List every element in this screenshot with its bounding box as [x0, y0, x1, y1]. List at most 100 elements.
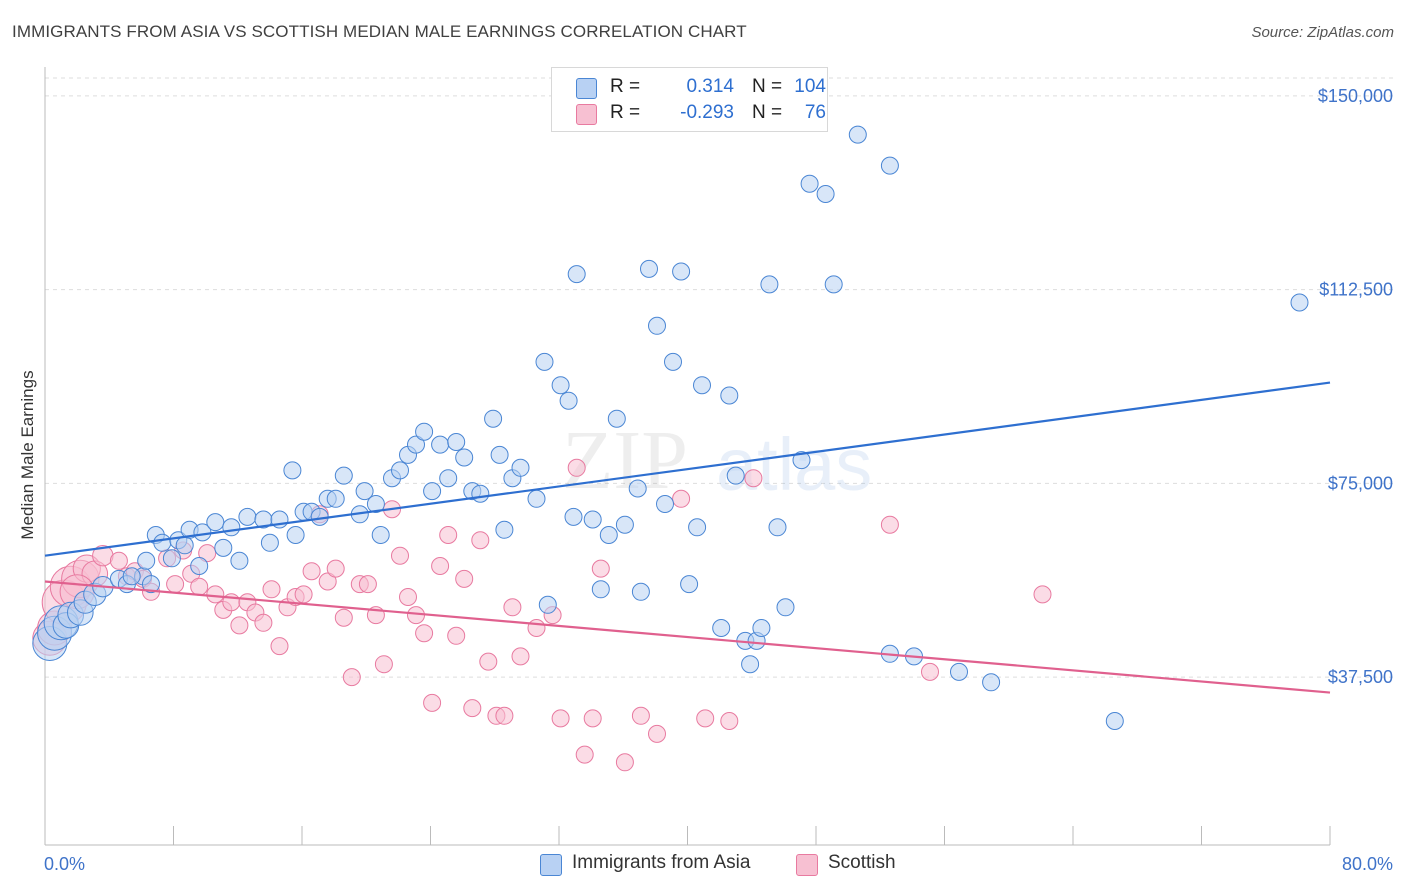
asia-point — [559, 391, 578, 410]
scottish-point — [358, 575, 377, 594]
y-tick-label: $75,000 — [1328, 473, 1393, 493]
asia-point — [741, 655, 760, 674]
asia-point — [407, 435, 425, 454]
asia-point — [848, 125, 867, 144]
asia-point — [495, 520, 514, 539]
scottish-point — [720, 712, 739, 730]
chart-source: Source: ZipAtlas.com — [1251, 24, 1394, 41]
asia-point — [720, 386, 739, 405]
scottish-point — [270, 637, 289, 656]
legend-r-label: R = — [610, 76, 641, 97]
asia-point — [286, 526, 305, 544]
asia-point — [564, 507, 583, 526]
asia-point — [471, 484, 490, 503]
scottish-point — [551, 709, 570, 728]
legend-r-label: R = — [610, 102, 641, 123]
asia-point — [431, 435, 450, 454]
asia-point — [137, 551, 156, 570]
scottish-point — [921, 662, 939, 681]
scottish-point — [391, 546, 409, 565]
scottish-point — [567, 458, 586, 477]
scottish-point — [527, 619, 546, 637]
asia-point — [760, 275, 779, 294]
scottish-point — [374, 655, 393, 674]
legend-swatch-asia — [576, 78, 597, 99]
legend-label-scottish: Scottish — [828, 852, 896, 873]
asia-point — [599, 526, 618, 544]
scottish-point — [615, 753, 634, 772]
asia-point — [664, 352, 682, 371]
scottish-point — [471, 531, 490, 550]
asia-point — [355, 482, 374, 501]
asia-point — [153, 533, 172, 552]
asia-point — [447, 433, 466, 451]
asia-point — [326, 489, 345, 508]
scottish-point — [1033, 585, 1052, 604]
asia-point — [712, 619, 731, 637]
legend-n-label: N = — [752, 102, 783, 123]
asia-point — [628, 479, 647, 498]
legend-r-value: 0.314 — [686, 76, 734, 97]
legend-swatch-scottish — [796, 854, 818, 876]
asia-point — [190, 557, 209, 575]
chart-title: IMMIGRANTS FROM ASIA VS SCOTTISH MEDIAN … — [12, 22, 747, 41]
asia-point — [792, 451, 811, 470]
asia-point — [366, 495, 385, 513]
scottish-point — [631, 706, 650, 725]
scottish-point — [575, 745, 594, 764]
watermark-zip: ZIP — [562, 414, 688, 507]
scottish-point — [342, 668, 361, 687]
y-tick-label: $37,500 — [1328, 667, 1393, 687]
asia-trend-line — [44, 381, 1331, 557]
asia-point — [680, 575, 699, 594]
asia-point — [490, 445, 509, 464]
scottish-point — [415, 624, 434, 643]
scottish-points — [32, 458, 1052, 772]
asia-point — [640, 259, 658, 278]
asia-point — [371, 526, 390, 544]
scottish-point — [294, 585, 313, 604]
asia-point — [439, 469, 458, 488]
asia-point — [982, 673, 1001, 692]
scottish-point — [334, 608, 353, 627]
gridlines — [45, 77, 1393, 678]
asia-point — [615, 515, 634, 534]
asia-point — [527, 489, 546, 508]
asia-point — [607, 409, 626, 428]
scottish-point — [230, 616, 249, 635]
asia-point — [175, 536, 194, 555]
scottish-point — [423, 693, 442, 712]
asia-point — [752, 619, 771, 637]
x-tick-label: 80.0% — [1342, 854, 1393, 874]
scottish-point — [672, 489, 691, 508]
asia-point — [1105, 712, 1124, 730]
asia-point — [455, 448, 474, 467]
scottish-point — [503, 598, 522, 617]
trend-lines — [44, 381, 1331, 694]
legend-swatch-scottish — [576, 104, 597, 125]
asia-point — [391, 461, 409, 480]
scottish-point — [109, 551, 128, 570]
asia-point — [768, 518, 787, 537]
asia-point — [880, 156, 899, 175]
asia-point — [656, 495, 674, 513]
asia-point — [672, 262, 691, 281]
asia-point — [206, 513, 225, 532]
asia-point — [142, 575, 160, 594]
scottish-point — [447, 626, 466, 645]
scottish-point — [744, 469, 763, 488]
asia-point — [551, 376, 570, 395]
legend-n-label: N = — [752, 76, 783, 97]
asia-point — [648, 316, 666, 335]
scottish-point — [591, 559, 610, 578]
y-axis-title: Median Male Earnings — [18, 370, 37, 539]
watermark: ZIP atlas — [562, 414, 872, 507]
axes — [44, 67, 1331, 846]
scottish-point — [198, 544, 217, 563]
asia-point — [484, 409, 503, 428]
series-legend: Immigrants from Asia Scottish — [0, 852, 1406, 878]
y-tick-label: $150,000 — [1318, 86, 1393, 106]
scottish-trend-line — [44, 580, 1331, 694]
legend-r-value: -0.293 — [680, 102, 734, 123]
